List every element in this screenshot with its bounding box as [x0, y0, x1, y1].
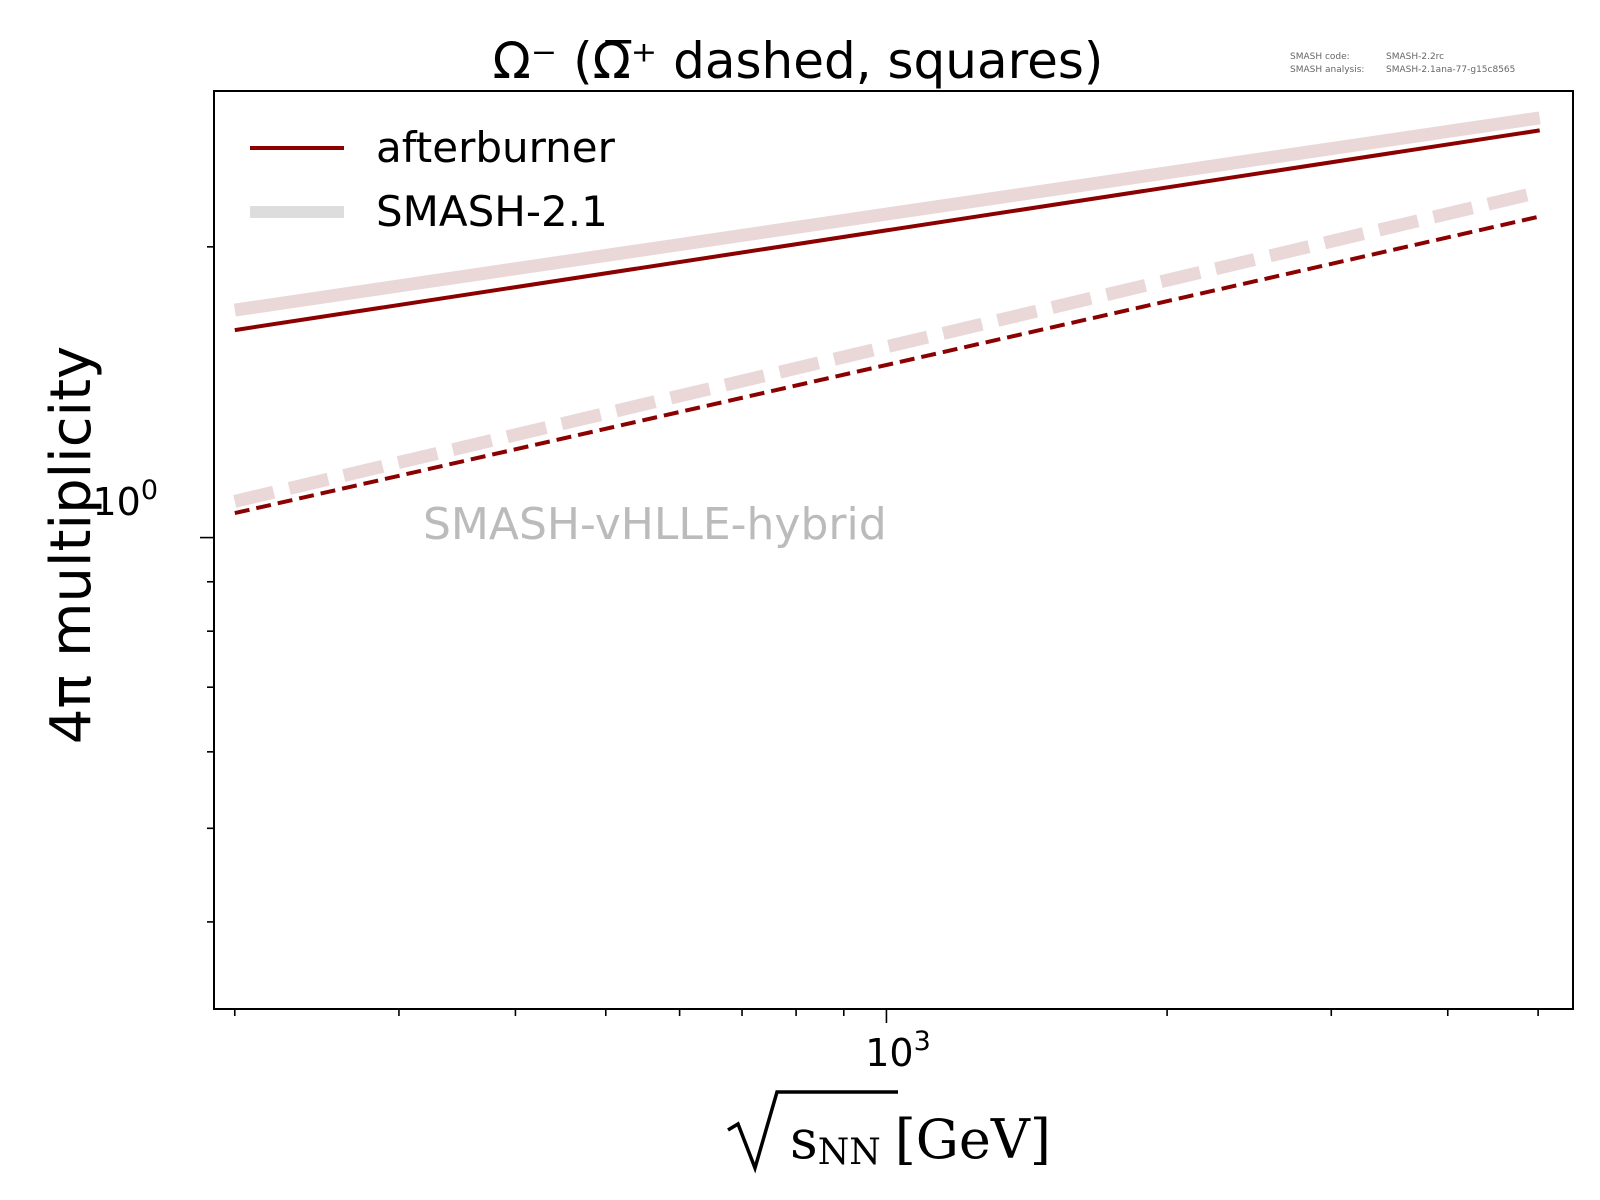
chart-annotation: SMASH-vHLLE-hybrid [423, 499, 887, 550]
chart-title: Ω⁻ (Ω̅⁺ dashed, squares) [493, 32, 1104, 90]
legend: afterburner SMASH-2.1 [250, 123, 616, 236]
legend-label-smash: SMASH-2.1 [376, 187, 608, 236]
tick-layer [200, 246, 1539, 1023]
legend-label-afterburner: afterburner [376, 123, 616, 172]
series-layer [233, 111, 1542, 516]
version-code-label: SMASH code: [1290, 52, 1350, 62]
version-info: SMASH code: SMASH-2.2rc SMASH analysis: … [1290, 52, 1515, 75]
version-code-value: SMASH-2.2rc [1386, 52, 1444, 62]
version-analysis-value: SMASH-2.1ana-77-g15c8565 [1386, 65, 1515, 75]
x-axis-label-text: sNN [GeV] [790, 1108, 1051, 1173]
series-line-1 [234, 214, 1541, 516]
version-analysis-label: SMASH analysis: [1290, 65, 1364, 75]
series-line-2 [233, 111, 1541, 317]
series-line-3 [233, 185, 1542, 508]
x-axis-label: sNN [GeV] [727, 1090, 1051, 1174]
y-axis-label: 4π multiplicity [39, 346, 104, 744]
x-tick-label-1000: 103 [865, 1026, 931, 1075]
series-line-0 [234, 128, 1541, 333]
y-tick-label-1: 100 [92, 475, 158, 524]
plot-area [213, 90, 1574, 1010]
sqrt-sign [727, 1090, 898, 1174]
